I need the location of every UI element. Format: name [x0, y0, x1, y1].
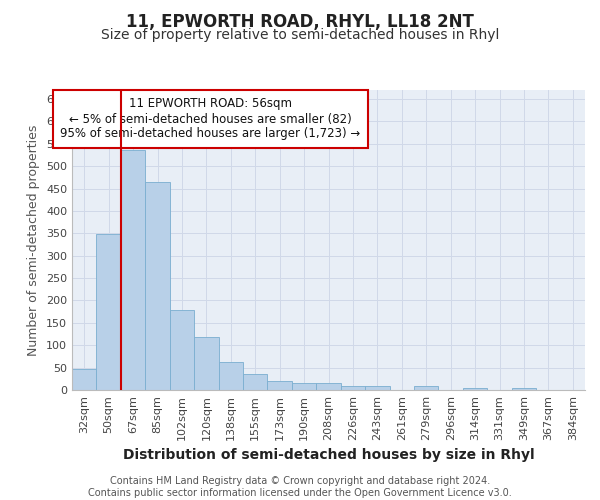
Bar — [463, 388, 487, 390]
Bar — [512, 388, 536, 390]
Bar — [414, 386, 439, 390]
X-axis label: Distribution of semi-detached houses by size in Rhyl: Distribution of semi-detached houses by … — [122, 448, 535, 462]
Y-axis label: Number of semi-detached properties: Number of semi-detached properties — [28, 124, 40, 356]
Bar — [316, 384, 341, 390]
Text: 11, EPWORTH ROAD, RHYL, LL18 2NT: 11, EPWORTH ROAD, RHYL, LL18 2NT — [126, 12, 474, 30]
Bar — [97, 234, 121, 390]
Text: 11 EPWORTH ROAD: 56sqm
← 5% of semi-detached houses are smaller (82)
95% of semi: 11 EPWORTH ROAD: 56sqm ← 5% of semi-deta… — [61, 98, 361, 140]
Bar — [170, 310, 194, 390]
Bar — [365, 386, 389, 390]
Bar — [121, 150, 145, 390]
Bar — [341, 386, 365, 390]
Bar — [72, 370, 97, 390]
Bar — [268, 380, 292, 390]
Bar — [243, 374, 268, 390]
Bar — [145, 182, 170, 390]
Bar — [218, 362, 243, 390]
Bar — [292, 384, 316, 390]
Text: Size of property relative to semi-detached houses in Rhyl: Size of property relative to semi-detach… — [101, 28, 499, 42]
Text: Contains HM Land Registry data © Crown copyright and database right 2024.
Contai: Contains HM Land Registry data © Crown c… — [88, 476, 512, 498]
Bar — [194, 337, 218, 390]
